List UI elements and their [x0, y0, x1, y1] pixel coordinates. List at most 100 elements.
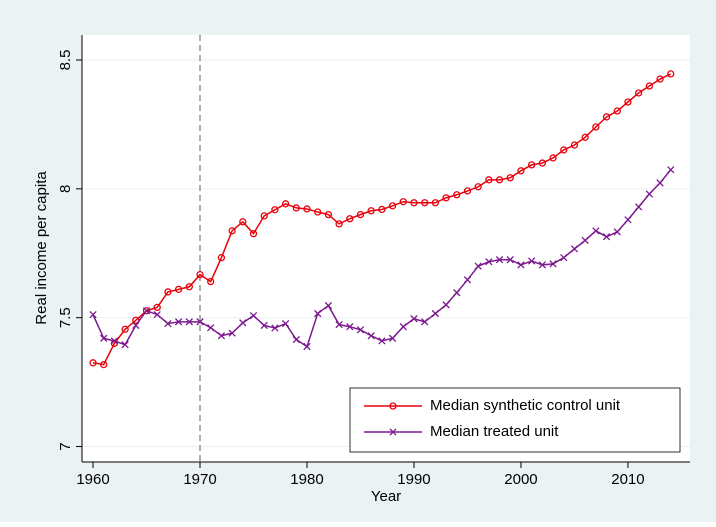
point	[667, 70, 675, 78]
point	[667, 166, 675, 174]
point	[164, 288, 172, 296]
point	[314, 309, 322, 318]
point	[506, 256, 514, 264]
point	[613, 228, 621, 236]
point	[560, 146, 568, 154]
point	[196, 318, 204, 326]
point	[656, 179, 664, 187]
legend-marker	[389, 428, 397, 436]
point	[410, 199, 418, 207]
point	[378, 337, 386, 345]
point	[517, 261, 525, 269]
point	[239, 218, 247, 226]
point	[207, 277, 215, 286]
point	[239, 319, 247, 327]
point	[485, 176, 493, 184]
point	[581, 133, 589, 141]
point	[303, 342, 311, 351]
point	[100, 360, 108, 369]
point	[431, 199, 440, 207]
point	[121, 341, 129, 349]
x-tick-label: 1980	[290, 471, 323, 488]
point	[335, 320, 343, 329]
point	[378, 205, 386, 214]
point	[474, 262, 482, 270]
y-tick-label: 7.5	[57, 307, 74, 328]
point	[271, 324, 279, 332]
point	[485, 258, 493, 266]
point	[560, 253, 568, 262]
point	[356, 210, 365, 219]
point	[324, 301, 333, 310]
y-tick-label: 8.5	[57, 50, 74, 71]
point	[174, 285, 183, 293]
point	[388, 334, 397, 342]
point	[324, 210, 333, 219]
point	[89, 310, 97, 319]
point	[356, 326, 365, 334]
point	[624, 216, 632, 224]
point	[174, 318, 183, 326]
point	[110, 337, 119, 345]
point	[399, 198, 407, 206]
point	[281, 200, 290, 208]
point	[217, 253, 226, 262]
point	[153, 310, 161, 319]
point	[314, 208, 322, 216]
point	[228, 329, 236, 337]
point	[421, 318, 429, 326]
point	[421, 199, 429, 207]
point	[388, 202, 397, 210]
legend-label: Median treated unit	[430, 423, 559, 440]
y-tick-label: 8	[57, 185, 74, 193]
point	[570, 245, 579, 253]
point	[271, 206, 279, 214]
point	[249, 311, 258, 320]
point	[89, 359, 97, 367]
point	[442, 301, 450, 309]
x-tick-label: 2000	[504, 471, 537, 488]
point	[474, 183, 482, 191]
point	[303, 205, 311, 213]
point	[528, 257, 536, 265]
point	[538, 159, 547, 167]
point	[367, 332, 375, 340]
point	[142, 307, 151, 315]
point	[153, 303, 161, 312]
point	[656, 75, 664, 83]
x-tick-label: 2010	[611, 471, 644, 488]
point	[281, 319, 290, 328]
point	[164, 319, 172, 328]
point	[367, 207, 375, 215]
point	[549, 260, 557, 268]
x-axis-title: Year	[371, 488, 401, 505]
point	[495, 176, 504, 184]
y-tick-label: 7	[57, 442, 74, 450]
point	[292, 335, 300, 344]
point	[335, 220, 343, 228]
point	[463, 187, 472, 195]
legend-box	[349, 387, 681, 453]
x-tick-label: 1960	[76, 471, 109, 488]
point	[602, 113, 611, 121]
point	[517, 167, 525, 175]
point	[528, 161, 536, 169]
point	[185, 318, 193, 326]
point	[228, 227, 236, 235]
point	[217, 332, 226, 340]
point	[453, 289, 461, 297]
point	[292, 204, 300, 212]
point	[196, 271, 204, 279]
y-axis-title: Real income per capita	[33, 171, 50, 325]
point	[570, 141, 579, 149]
point	[260, 212, 268, 220]
point	[463, 276, 472, 284]
point	[538, 261, 547, 269]
point	[100, 334, 108, 342]
point	[634, 89, 643, 97]
point	[602, 233, 611, 241]
point	[121, 325, 129, 333]
legend-label: Median synthetic control unit	[430, 397, 621, 414]
point	[399, 323, 407, 331]
point	[132, 321, 140, 330]
